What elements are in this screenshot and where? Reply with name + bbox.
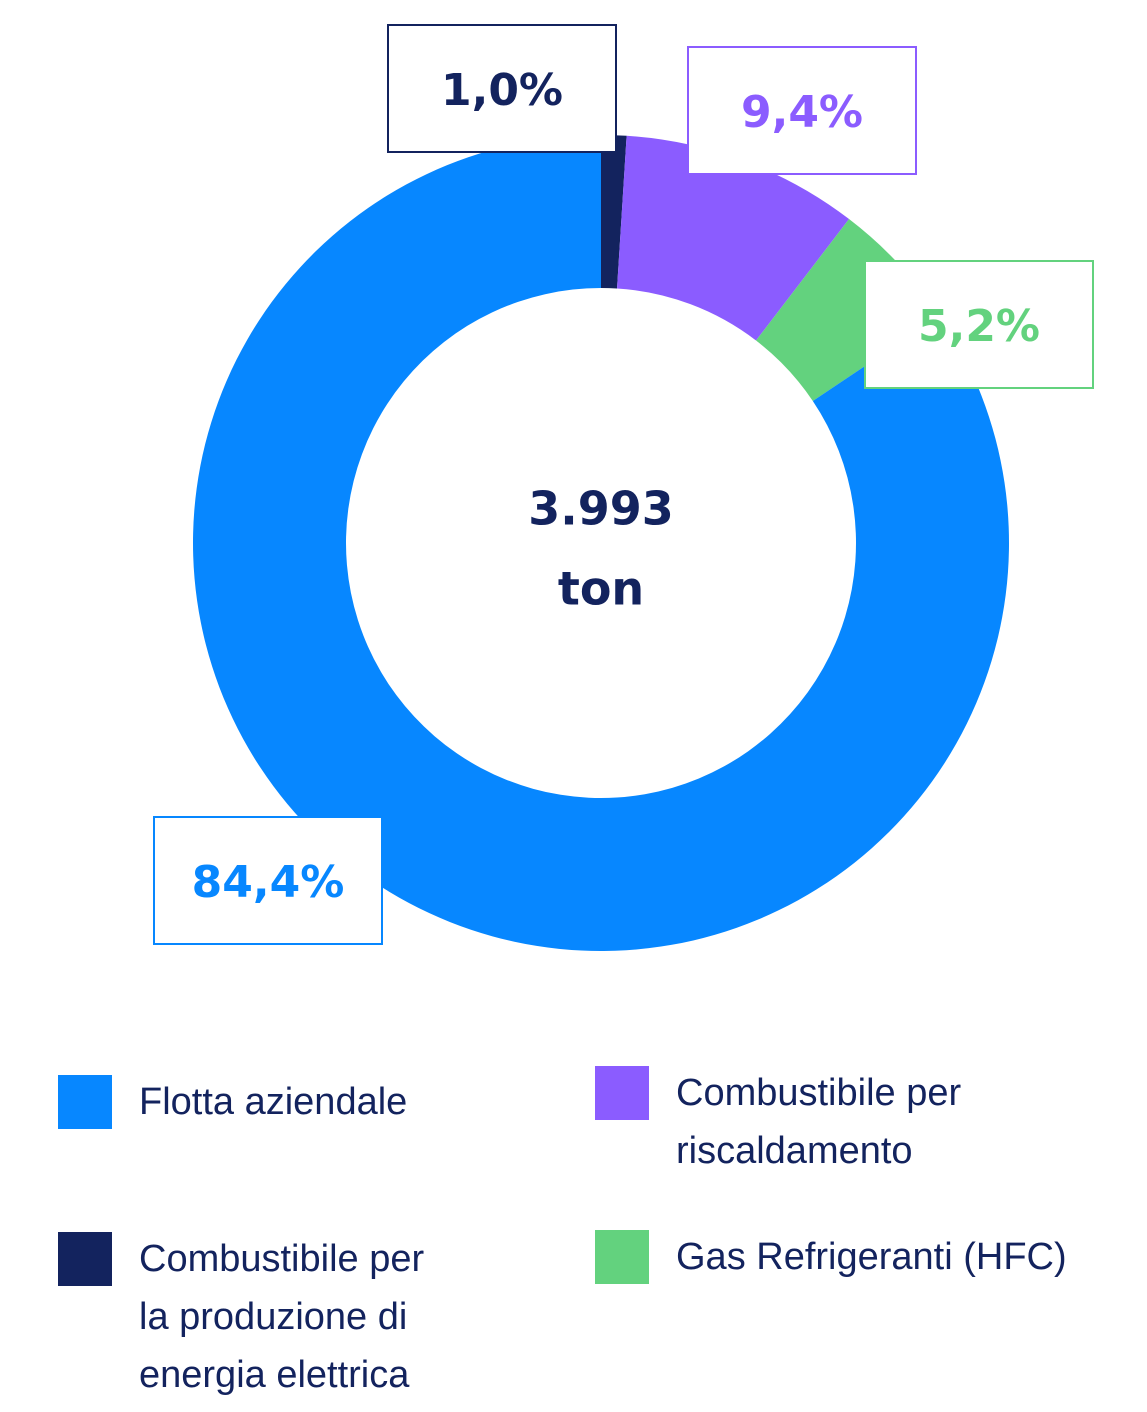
label-box: [387, 24, 617, 153]
legend-label: Combustibile per la produzione di energi…: [139, 1238, 425, 1396]
slice: [617, 135, 850, 341]
legend-swatch: [58, 1232, 112, 1286]
label-box: [864, 260, 1094, 389]
legend-item: Gas Refrigeranti (HFC): [595, 1230, 1075, 1286]
chart: 3.993 ton 1,0% 9,4% 5,2% 84,4%: [153, 24, 1094, 951]
legend-item: Combustibile per la produzione di energi…: [58, 1232, 438, 1404]
legend-item: Flotta aziendale: [58, 1075, 498, 1131]
label-box: [687, 46, 917, 175]
legend-swatch: [58, 1075, 112, 1129]
legend-label: Flotta aziendale: [139, 1081, 408, 1123]
center-unit: ton: [558, 562, 644, 616]
center-value: 3.993: [528, 482, 674, 536]
value-label: 84,4%: [192, 857, 345, 908]
slice: [601, 135, 627, 289]
value-label: 5,2%: [918, 301, 1040, 352]
slice: [192, 135, 1010, 951]
value-label: 9,4%: [741, 87, 863, 138]
legend-swatch: [595, 1066, 649, 1120]
value-label: 1,0%: [441, 65, 563, 116]
legend-swatch: [595, 1230, 649, 1284]
label-box: [153, 816, 383, 945]
legend-label: Combustibile per riscaldamento: [676, 1072, 962, 1172]
legend-label: Gas Refrigeranti (HFC): [676, 1236, 1067, 1278]
legend-item: Combustibile per riscaldamento: [595, 1066, 1035, 1180]
